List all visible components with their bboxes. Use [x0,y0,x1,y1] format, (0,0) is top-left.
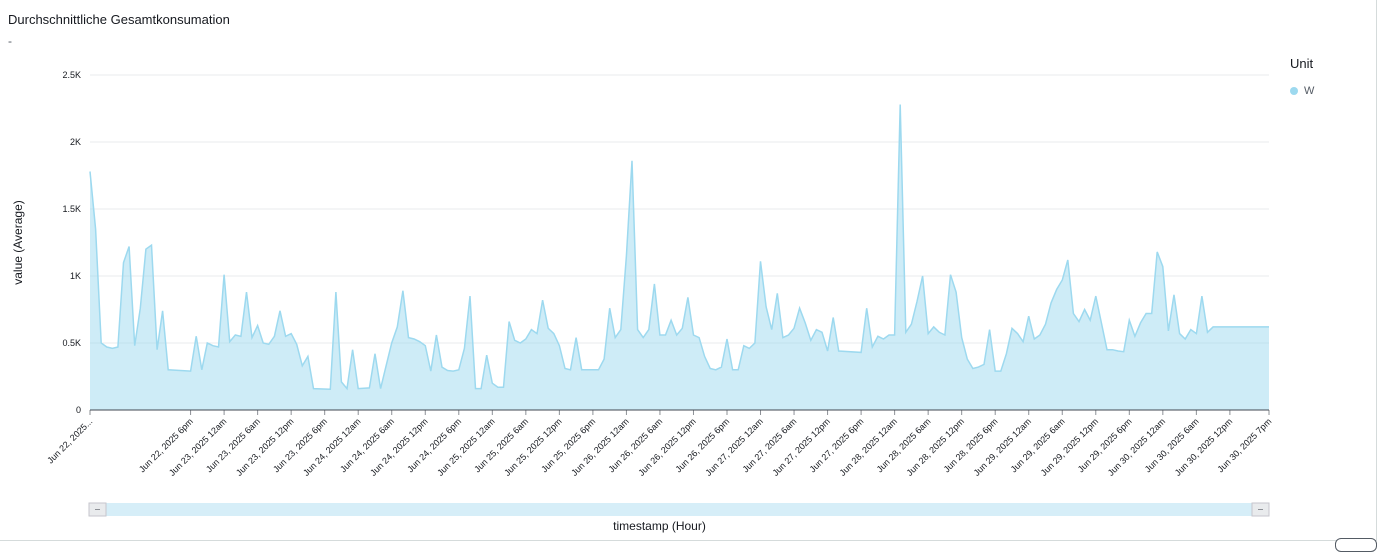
legend: Unit W [1290,56,1314,97]
series-line [89,104,1269,391]
x-tick-label: Jun 27, 2025 12am [703,416,765,478]
legend-item-w[interactable]: W [1290,85,1314,97]
x-tick-label: Jun 23, 2025 12am [167,416,229,478]
x-tick-label: Jun 23, 2025 12pm [234,416,296,478]
x-tick-label: Jun 26, 2025 12am [569,416,631,478]
x-tick-label: Jun 30, 2025 12am [1106,416,1168,478]
y-tick-label: 2.5K [62,70,81,80]
legend-item-label: W [1304,85,1315,97]
y-axis-label: value (Average) [11,200,25,285]
x-tick-label: Jun 28, 2025 12am [837,416,899,478]
x-tick-label: Jun 27, 2025 12pm [770,416,832,478]
y-tick-label: 2K [70,137,81,147]
x-tick-label: Jun 29, 2025 12pm [1039,416,1101,478]
x-tick-label: Jun 29, 2025 12am [972,416,1034,478]
x-tick-label: Jun 24, 2025 12am [301,416,363,478]
x-tick-label: Jun 24, 2025 12pm [368,416,430,478]
x-tick-label: Jun 22, 2025... [45,416,94,465]
x-tick-label: Jun 28, 2025 12pm [905,416,967,478]
chart-title: Durchschnittliche Gesamtkonsumation [8,12,230,27]
legend-swatch-icon [1290,87,1298,95]
corner-button[interactable] [1335,538,1377,552]
x-tick-label: Jun 22, 2025 6pm [137,416,195,474]
legend-title: Unit [1290,56,1314,71]
x-tick-label: Jun 26, 2025 12pm [636,416,698,478]
x-tick-label: Jun 25, 2025 12am [435,416,497,478]
y-tick-label: 1.5K [62,204,81,214]
y-tick-label: 0.5K [62,338,81,348]
y-tick-label: 1K [70,271,81,281]
chart-subtitle: - [8,34,12,48]
range-scrollbar[interactable] [89,503,1269,516]
y-tick-label: 0 [76,405,81,415]
x-tick-label: Jun 25, 2025 12pm [502,416,564,478]
series-area [90,104,1269,410]
x-axis-label: timestamp (Hour) [613,519,706,533]
